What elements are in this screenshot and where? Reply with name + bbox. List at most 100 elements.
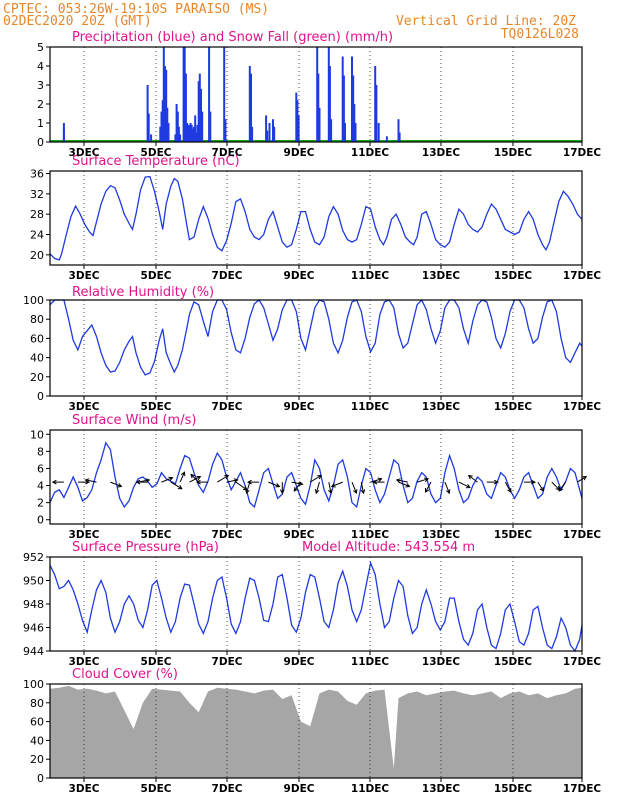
wind-vector-shaft (416, 478, 429, 483)
precip-bar-58 (344, 123, 346, 142)
wind-xtick-label-2: 7DEC (212, 529, 243, 541)
precip-bar-29 (195, 132, 198, 142)
precip-ytick-label-5: 5 (37, 41, 44, 54)
wind-vector-30 (395, 478, 408, 483)
wind-vector-42 (577, 476, 588, 483)
wind-vector-20 (293, 481, 302, 492)
wind-panel: 0 2 4 6 8 10 3DEC 5DEC 7DEC 9DEC 11DEC 13DEC 15DEC 17… (30, 428, 601, 541)
rh-ytick-label-1: 20 (30, 371, 44, 384)
precip-bar-8 (162, 47, 165, 142)
header-grid-line: Vertical Grid Line: 20Z (396, 14, 576, 29)
wind-vector-shaft (425, 481, 432, 493)
precip-bar-20 (184, 73, 187, 142)
cloud-xtick-label-3: 9DEC (284, 783, 315, 795)
precip-bar-31 (197, 81, 200, 142)
wind-vector-head (314, 489, 320, 495)
precip-bar-57 (342, 75, 345, 142)
wind-vector-37 (504, 481, 512, 493)
temp-title: Surface Temperature (nC) (72, 154, 240, 169)
precip-bar-4 (150, 134, 153, 142)
temp-xtick-label-5: 13DEC (422, 270, 461, 282)
wind-vector-shaft (558, 481, 567, 492)
wind-vector-shaft (161, 477, 173, 483)
wind-ytick-label-0: 0 (37, 514, 44, 527)
wind-vector-shaft (235, 481, 248, 491)
wind-vector-head (317, 474, 323, 480)
cloud-panel: 0 20 40 60 80 100 3DEC 5DEC 7DEC 9DEC 11DEC 13DEC 15… (23, 678, 601, 795)
precip-bar-3 (147, 113, 150, 142)
temp-xtick-label-2: 7DEC (212, 270, 243, 282)
wind-vector-head (279, 489, 285, 495)
rh-ytick-label-4: 80 (30, 313, 44, 326)
wind-vector-shaft (331, 481, 343, 487)
temp-ytick-label-0: 20 (30, 249, 44, 262)
wind-vector-shaft (396, 479, 408, 483)
wind-vector-7 (170, 481, 183, 490)
wind-vector-shaft (551, 481, 560, 491)
temp-ytick-label-3: 32 (30, 188, 44, 201)
wind-vector-11 (195, 479, 208, 485)
wind-vector-head (328, 489, 333, 495)
precip-title: Precipitation (blue) and Snow Fall (gree… (72, 30, 393, 45)
precip-ytick-label-0: 0 (37, 136, 44, 149)
wind-vector-31 (416, 477, 430, 483)
wind-vector-shaft (309, 475, 322, 483)
wind-xtick-label-3: 9DEC (284, 529, 315, 541)
rh-xtick-label-2: 7DEC (212, 401, 243, 413)
precip-bar-5 (159, 126, 162, 142)
press-xtick-label-2: 7DEC (212, 656, 243, 668)
precip-bar-38 (224, 119, 227, 142)
press-xtick-label-4: 11DEC (351, 656, 390, 668)
cloud-ytick-label-5: 100 (23, 678, 44, 691)
wind-vector-shaft (360, 482, 364, 494)
press-xtick-label-7: 17DEC (563, 656, 602, 668)
wind-vector-head (195, 479, 201, 485)
wind-vector-12 (217, 474, 230, 483)
wind-vector-shaft (170, 481, 183, 490)
precip-bar-30 (196, 124, 199, 142)
wind-vector-0 (51, 479, 64, 485)
precip-bar-39 (248, 66, 251, 142)
wind-vector-shaft (458, 481, 471, 489)
wind-vector-shaft (468, 475, 478, 483)
precip-bar-45 (272, 119, 274, 142)
precip-bar-22 (187, 124, 190, 142)
cloud-xtick-label-6: 15DEC (494, 783, 533, 795)
precip-bar-15 (176, 111, 179, 142)
cloud-xtick-label-5: 13DEC (422, 783, 461, 795)
precip-bar-12 (167, 123, 170, 142)
precip-bar-2 (146, 85, 149, 142)
wind-vector-shaft (315, 481, 320, 494)
wind-vector-head (330, 483, 336, 488)
press-ytick-label-0: 944 (23, 645, 44, 658)
wind-title: Surface Wind (m/s) (72, 413, 196, 428)
wind-vector-head (245, 489, 250, 495)
precip-bar-6 (160, 111, 163, 142)
rh-xtick-label-6: 15DEC (494, 401, 533, 413)
precip-bar-1 (62, 128, 65, 142)
wind-vector-head (84, 478, 90, 483)
wind-vector-head (467, 474, 473, 480)
wind-xtick-label-4: 11DEC (351, 529, 390, 541)
precip-bar-63 (374, 66, 377, 142)
wind-vector-head (405, 483, 411, 488)
precip-bar-7 (161, 100, 164, 142)
cloud-ytick-label-1: 20 (30, 753, 44, 766)
press-xtick-label-6: 15DEC (494, 656, 533, 668)
precip-bar-13 (174, 134, 177, 142)
precip-bar-19 (183, 47, 186, 142)
rh-ytick-label-5: 100 (23, 294, 44, 307)
precip-ytick-label-3: 3 (37, 79, 44, 92)
temp-xtick-label-6: 15DEC (494, 270, 533, 282)
wind-xtick-label-6: 15DEC (494, 529, 533, 541)
rh-line (49, 298, 583, 376)
wind-vector-shaft (217, 475, 229, 483)
precip-ytick-label-2: 2 (37, 98, 44, 111)
precip-bar-48 (296, 100, 299, 142)
precip-bar-52 (318, 107, 321, 142)
wind-vector-shaft (110, 481, 122, 487)
wind-vector-38 (523, 479, 536, 485)
wind-vector-head (395, 478, 401, 483)
cloud-ytick-label-3: 60 (30, 716, 44, 729)
precip-bar-50 (316, 47, 319, 142)
